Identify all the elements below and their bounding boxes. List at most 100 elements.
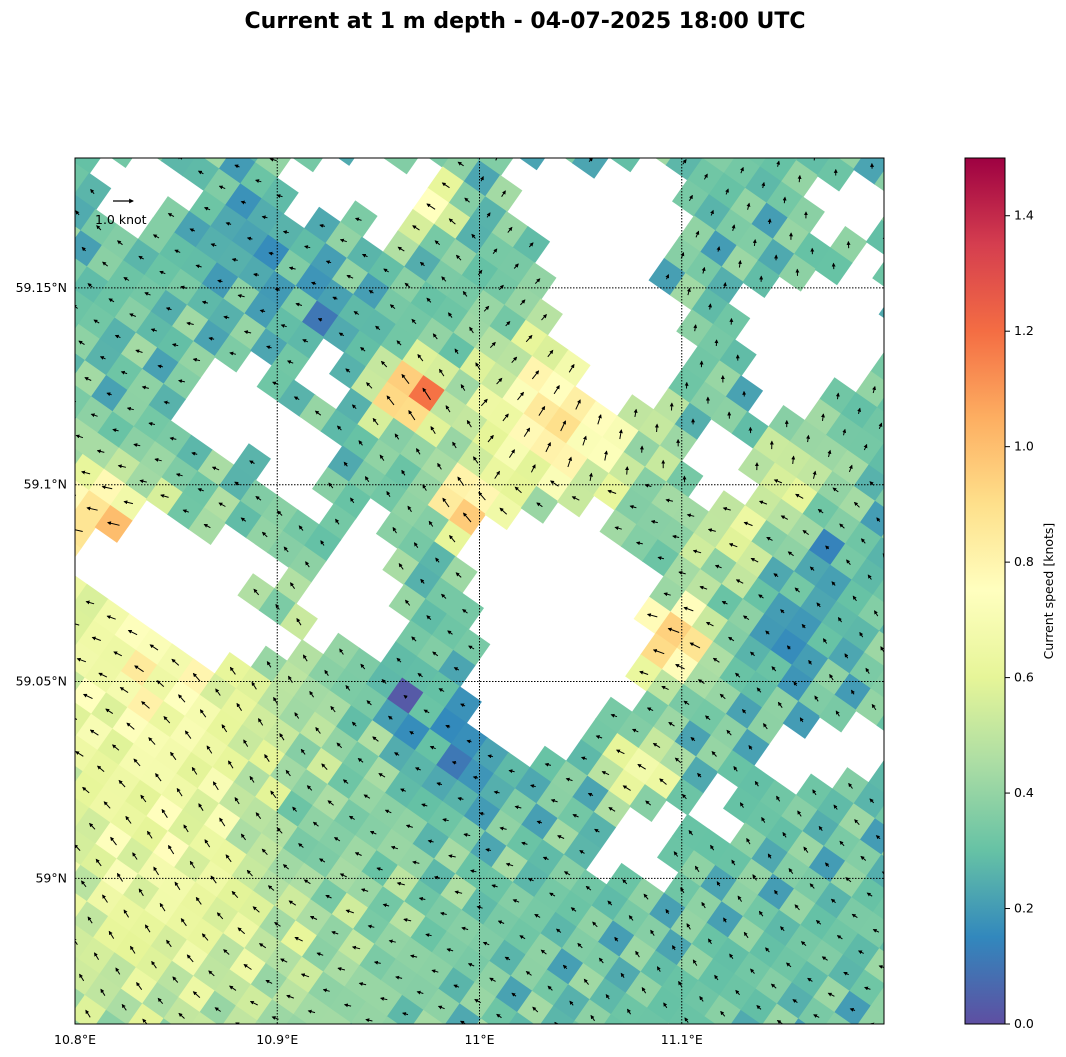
vector-arrow bbox=[615, 749, 625, 755]
speed-cell bbox=[75, 512, 97, 550]
vector-arrow bbox=[449, 534, 456, 543]
speed-cell bbox=[75, 864, 103, 903]
vector-arrow bbox=[585, 885, 592, 891]
vector-arrow bbox=[637, 763, 646, 770]
vector-arrow bbox=[686, 923, 691, 930]
vector-arrow bbox=[557, 835, 565, 839]
vector-arrow bbox=[198, 803, 204, 811]
vector-arrow bbox=[95, 858, 102, 867]
vector-arrow bbox=[704, 715, 711, 721]
speed-cell bbox=[889, 141, 927, 179]
speed-cell bbox=[75, 194, 97, 232]
speed-cell bbox=[75, 321, 80, 331]
vector-arrow bbox=[43, 981, 47, 987]
vector-arrow bbox=[75, 527, 83, 532]
speed-cell bbox=[27, 330, 65, 368]
vector-arrow bbox=[432, 651, 439, 657]
speed-cell bbox=[286, 1014, 308, 1024]
speed-cell bbox=[292, 158, 324, 173]
vector-arrow bbox=[683, 700, 690, 706]
speed-cell bbox=[703, 995, 742, 1024]
vector-arrow bbox=[404, 282, 411, 288]
vector-arrow bbox=[302, 654, 308, 662]
vector-arrow bbox=[734, 132, 737, 137]
vector-arrow bbox=[116, 240, 123, 246]
vector-arrow bbox=[142, 1018, 148, 1024]
vector-arrow bbox=[595, 735, 603, 739]
vector-arrow bbox=[639, 670, 649, 675]
vector-arrow bbox=[429, 745, 436, 750]
vector-arrow bbox=[157, 364, 164, 369]
vector-arrow bbox=[512, 899, 520, 903]
vector-arrow bbox=[497, 920, 505, 925]
vector-arrow bbox=[51, 923, 56, 930]
vector-arrow bbox=[703, 173, 708, 180]
vector-arrow bbox=[505, 862, 514, 867]
vector-arrow bbox=[767, 853, 772, 859]
vector-arrow bbox=[266, 661, 272, 668]
vector-arrow bbox=[178, 379, 186, 384]
speed-cell bbox=[205, 1027, 243, 1057]
vector-arrow bbox=[125, 815, 132, 824]
vector-arrow bbox=[579, 850, 585, 854]
vector-arrow bbox=[466, 739, 472, 744]
vector-arrow bbox=[321, 763, 328, 770]
vector-arrow bbox=[909, 381, 911, 386]
vector-arrow bbox=[421, 803, 428, 808]
speed-cell bbox=[33, 367, 71, 405]
vector-arrow bbox=[803, 846, 809, 853]
vector-arrow bbox=[219, 817, 226, 827]
vector-arrow bbox=[140, 794, 147, 803]
vector-arrow bbox=[402, 1012, 409, 1016]
vector-arrow bbox=[300, 973, 310, 978]
vector-arrow bbox=[85, 1009, 91, 1018]
vector-arrow bbox=[84, 377, 92, 381]
speed-cell bbox=[810, 117, 848, 155]
speed-cell bbox=[667, 1001, 706, 1024]
vector-arrow bbox=[801, 623, 806, 629]
vector-arrow bbox=[418, 896, 426, 901]
vector-arrow bbox=[345, 909, 354, 914]
vector-arrow bbox=[120, 370, 128, 375]
vector-arrow bbox=[487, 754, 494, 759]
vector-arrow bbox=[866, 892, 873, 897]
vector-arrow bbox=[857, 950, 864, 955]
vector-arrow bbox=[186, 321, 194, 326]
vector-arrow bbox=[81, 246, 86, 252]
speed-cell bbox=[857, 1005, 884, 1024]
vector-arrow bbox=[525, 334, 533, 343]
speed-cell bbox=[269, 120, 307, 158]
colorbar: 0.0 0.2 0.4 0.6 0.8 1.0 1.2 1.4 Current speed [… bbox=[964, 157, 1056, 1031]
vector-arrow bbox=[251, 681, 257, 690]
vector-arrow bbox=[761, 816, 766, 823]
lat-tick-label: 59.15°N bbox=[16, 280, 67, 295]
vector-arrow bbox=[791, 455, 796, 464]
vector-arrow bbox=[650, 519, 658, 524]
speed-cell bbox=[804, 1033, 842, 1057]
colorbar-tick-label: 1.4 bbox=[1014, 208, 1034, 223]
vector-arrow bbox=[547, 985, 553, 991]
speed-cell bbox=[717, 115, 755, 153]
vector-arrow bbox=[451, 760, 457, 765]
vector-arrow bbox=[136, 981, 143, 990]
vector-arrow bbox=[665, 273, 670, 280]
vector-arrow bbox=[102, 261, 109, 267]
vector-arrow bbox=[51, 514, 61, 517]
vector-arrow bbox=[274, 287, 281, 292]
vector-arrow bbox=[172, 976, 179, 983]
vector-arrow bbox=[65, 587, 74, 589]
vector-arrow bbox=[204, 839, 211, 848]
vector-arrow bbox=[335, 518, 340, 525]
vector-arrow bbox=[888, 908, 893, 911]
vector-arrow bbox=[394, 752, 400, 757]
vector-arrow bbox=[786, 962, 792, 968]
vector-arrow bbox=[688, 829, 693, 836]
speed-cell bbox=[887, 552, 925, 590]
vector-arrow bbox=[446, 948, 454, 952]
speed-cell bbox=[894, 271, 932, 309]
vector-arrow bbox=[426, 297, 432, 303]
vector-arrow bbox=[89, 822, 96, 830]
colorbar-tick-label: 1.0 bbox=[1014, 439, 1034, 454]
vector-arrow bbox=[337, 967, 346, 971]
vector-arrow bbox=[678, 980, 683, 987]
